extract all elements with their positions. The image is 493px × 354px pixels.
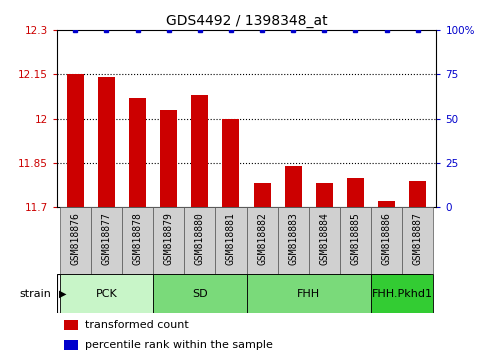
Text: GSM818876: GSM818876 <box>70 212 80 266</box>
Bar <box>371 207 402 274</box>
Bar <box>340 207 371 274</box>
Bar <box>246 274 371 313</box>
Text: GSM818877: GSM818877 <box>102 212 111 266</box>
Text: GSM818881: GSM818881 <box>226 212 236 266</box>
Bar <box>153 274 246 313</box>
Text: GSM818887: GSM818887 <box>413 212 423 266</box>
Bar <box>160 110 177 207</box>
Bar <box>284 166 302 207</box>
Text: GSM818884: GSM818884 <box>319 212 329 266</box>
Text: transformed count: transformed count <box>85 320 189 330</box>
Bar <box>64 320 77 330</box>
Text: SD: SD <box>192 289 208 299</box>
Text: GSM818878: GSM818878 <box>133 212 142 266</box>
Text: GSM818880: GSM818880 <box>195 212 205 266</box>
Bar <box>215 207 246 274</box>
Text: FHH.Pkhd1: FHH.Pkhd1 <box>372 289 432 299</box>
Bar <box>153 207 184 274</box>
Text: GSM818883: GSM818883 <box>288 212 298 266</box>
Bar <box>347 178 364 207</box>
Bar <box>371 274 433 313</box>
Bar <box>122 207 153 274</box>
Bar <box>191 95 209 207</box>
Bar <box>402 207 433 274</box>
Bar <box>316 183 333 207</box>
Title: GDS4492 / 1398348_at: GDS4492 / 1398348_at <box>166 14 327 28</box>
Bar <box>184 207 215 274</box>
Bar <box>60 207 91 274</box>
Bar <box>278 207 309 274</box>
Bar <box>378 201 395 207</box>
Text: GSM818879: GSM818879 <box>164 212 174 266</box>
Bar <box>129 98 146 207</box>
Bar <box>64 340 77 350</box>
Text: FHH: FHH <box>297 289 320 299</box>
Bar <box>246 207 278 274</box>
Bar <box>91 207 122 274</box>
Text: ▶: ▶ <box>59 289 67 299</box>
Bar <box>409 181 426 207</box>
Text: GSM818882: GSM818882 <box>257 212 267 266</box>
Text: percentile rank within the sample: percentile rank within the sample <box>85 340 273 350</box>
Bar <box>67 74 84 207</box>
Bar <box>253 183 271 207</box>
Text: GSM818886: GSM818886 <box>382 212 391 266</box>
Text: strain: strain <box>20 289 52 299</box>
Text: GSM818885: GSM818885 <box>351 212 360 266</box>
Bar <box>98 77 115 207</box>
Text: PCK: PCK <box>96 289 117 299</box>
Bar <box>60 274 153 313</box>
Bar <box>309 207 340 274</box>
Bar <box>222 119 240 207</box>
